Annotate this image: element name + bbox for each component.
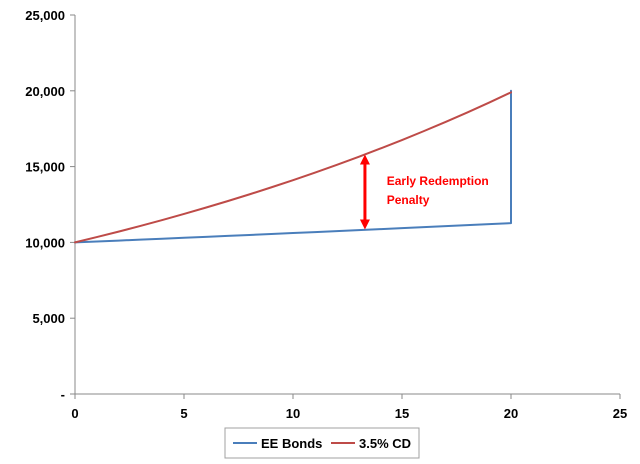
x-tick-label: 25 xyxy=(613,406,627,421)
y-tick-label: 10,000 xyxy=(25,235,65,250)
annotation-text-line: Early Redemption xyxy=(387,174,489,188)
legend-box xyxy=(224,427,420,459)
annotation-text-line: Penalty xyxy=(387,193,430,207)
series-line-ee-bonds xyxy=(74,89,512,244)
x-tick-label: 5 xyxy=(180,406,187,421)
y-tick-label: 25,000 xyxy=(25,8,65,23)
x-tick-label: 10 xyxy=(286,406,300,421)
series-line-cd xyxy=(74,91,512,244)
legend-label: EE Bonds xyxy=(261,436,322,451)
penalty-arrow-head-down xyxy=(359,219,370,230)
y-tick-label: - xyxy=(61,387,65,402)
penalty-arrow-head-up xyxy=(359,154,370,165)
y-tick-label: 15,000 xyxy=(25,160,65,175)
x-tick-label: 15 xyxy=(395,406,409,421)
y-tick-label: 5,000 xyxy=(32,311,65,326)
y-tick-label: 20,000 xyxy=(25,84,65,99)
x-tick-label: 20 xyxy=(504,406,518,421)
x-tick-label: 0 xyxy=(71,406,78,421)
legend-label: 3.5% CD xyxy=(359,436,411,451)
